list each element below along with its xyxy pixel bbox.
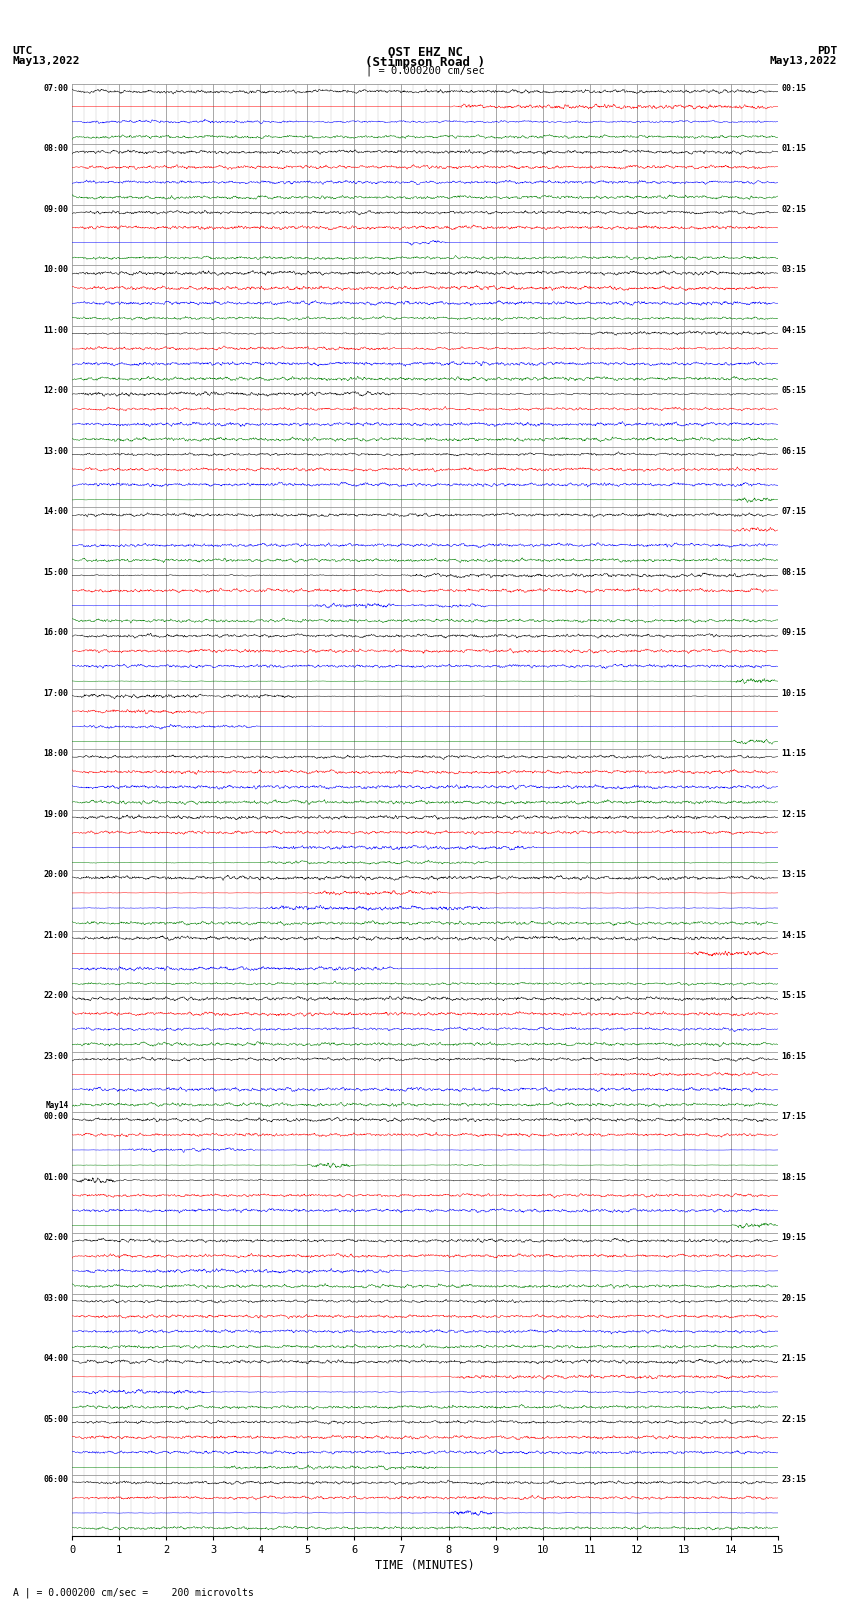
Text: A | = 0.000200 cm/sec =    200 microvolts: A | = 0.000200 cm/sec = 200 microvolts bbox=[13, 1587, 253, 1598]
Text: 21:15: 21:15 bbox=[781, 1355, 807, 1363]
Text: 02:00: 02:00 bbox=[43, 1232, 69, 1242]
Text: 22:15: 22:15 bbox=[781, 1415, 807, 1424]
Text: 08:15: 08:15 bbox=[781, 568, 807, 577]
Text: | = 0.000200 cm/sec: | = 0.000200 cm/sec bbox=[366, 65, 484, 76]
Text: 13:15: 13:15 bbox=[781, 871, 807, 879]
Text: 16:00: 16:00 bbox=[43, 629, 69, 637]
Text: 12:00: 12:00 bbox=[43, 387, 69, 395]
Text: 00:00: 00:00 bbox=[43, 1113, 69, 1121]
X-axis label: TIME (MINUTES): TIME (MINUTES) bbox=[375, 1558, 475, 1571]
Text: 14:00: 14:00 bbox=[43, 508, 69, 516]
Text: 10:15: 10:15 bbox=[781, 689, 807, 698]
Text: 18:00: 18:00 bbox=[43, 748, 69, 758]
Text: 03:15: 03:15 bbox=[781, 266, 807, 274]
Text: 13:00: 13:00 bbox=[43, 447, 69, 456]
Text: 00:15: 00:15 bbox=[781, 84, 807, 94]
Text: 09:15: 09:15 bbox=[781, 629, 807, 637]
Text: May13,2022: May13,2022 bbox=[13, 56, 80, 66]
Text: 01:00: 01:00 bbox=[43, 1173, 69, 1182]
Text: 05:15: 05:15 bbox=[781, 387, 807, 395]
Text: 07:00: 07:00 bbox=[43, 84, 69, 94]
Text: 22:00: 22:00 bbox=[43, 990, 69, 1000]
Text: 04:00: 04:00 bbox=[43, 1355, 69, 1363]
Text: 15:00: 15:00 bbox=[43, 568, 69, 577]
Text: 10:00: 10:00 bbox=[43, 266, 69, 274]
Text: 06:15: 06:15 bbox=[781, 447, 807, 456]
Text: 16:15: 16:15 bbox=[781, 1052, 807, 1061]
Text: PDT: PDT bbox=[817, 45, 837, 56]
Text: 19:00: 19:00 bbox=[43, 810, 69, 819]
Text: 17:00: 17:00 bbox=[43, 689, 69, 698]
Text: 21:00: 21:00 bbox=[43, 931, 69, 940]
Text: May14: May14 bbox=[46, 1102, 69, 1110]
Text: 08:00: 08:00 bbox=[43, 145, 69, 153]
Text: (Stimpson Road ): (Stimpson Road ) bbox=[365, 56, 485, 69]
Text: OST EHZ NC: OST EHZ NC bbox=[388, 45, 462, 60]
Text: 20:15: 20:15 bbox=[781, 1294, 807, 1303]
Text: 14:15: 14:15 bbox=[781, 931, 807, 940]
Text: 23:00: 23:00 bbox=[43, 1052, 69, 1061]
Text: 23:15: 23:15 bbox=[781, 1474, 807, 1484]
Text: 12:15: 12:15 bbox=[781, 810, 807, 819]
Text: 11:15: 11:15 bbox=[781, 748, 807, 758]
Text: 20:00: 20:00 bbox=[43, 871, 69, 879]
Text: 15:15: 15:15 bbox=[781, 990, 807, 1000]
Text: 02:15: 02:15 bbox=[781, 205, 807, 215]
Text: 01:15: 01:15 bbox=[781, 145, 807, 153]
Text: 07:15: 07:15 bbox=[781, 508, 807, 516]
Text: 17:15: 17:15 bbox=[781, 1113, 807, 1121]
Text: 19:15: 19:15 bbox=[781, 1232, 807, 1242]
Text: 09:00: 09:00 bbox=[43, 205, 69, 215]
Text: 06:00: 06:00 bbox=[43, 1474, 69, 1484]
Text: UTC: UTC bbox=[13, 45, 33, 56]
Text: 05:00: 05:00 bbox=[43, 1415, 69, 1424]
Text: 11:00: 11:00 bbox=[43, 326, 69, 336]
Text: May13,2022: May13,2022 bbox=[770, 56, 837, 66]
Text: 03:00: 03:00 bbox=[43, 1294, 69, 1303]
Text: 18:15: 18:15 bbox=[781, 1173, 807, 1182]
Text: 04:15: 04:15 bbox=[781, 326, 807, 336]
